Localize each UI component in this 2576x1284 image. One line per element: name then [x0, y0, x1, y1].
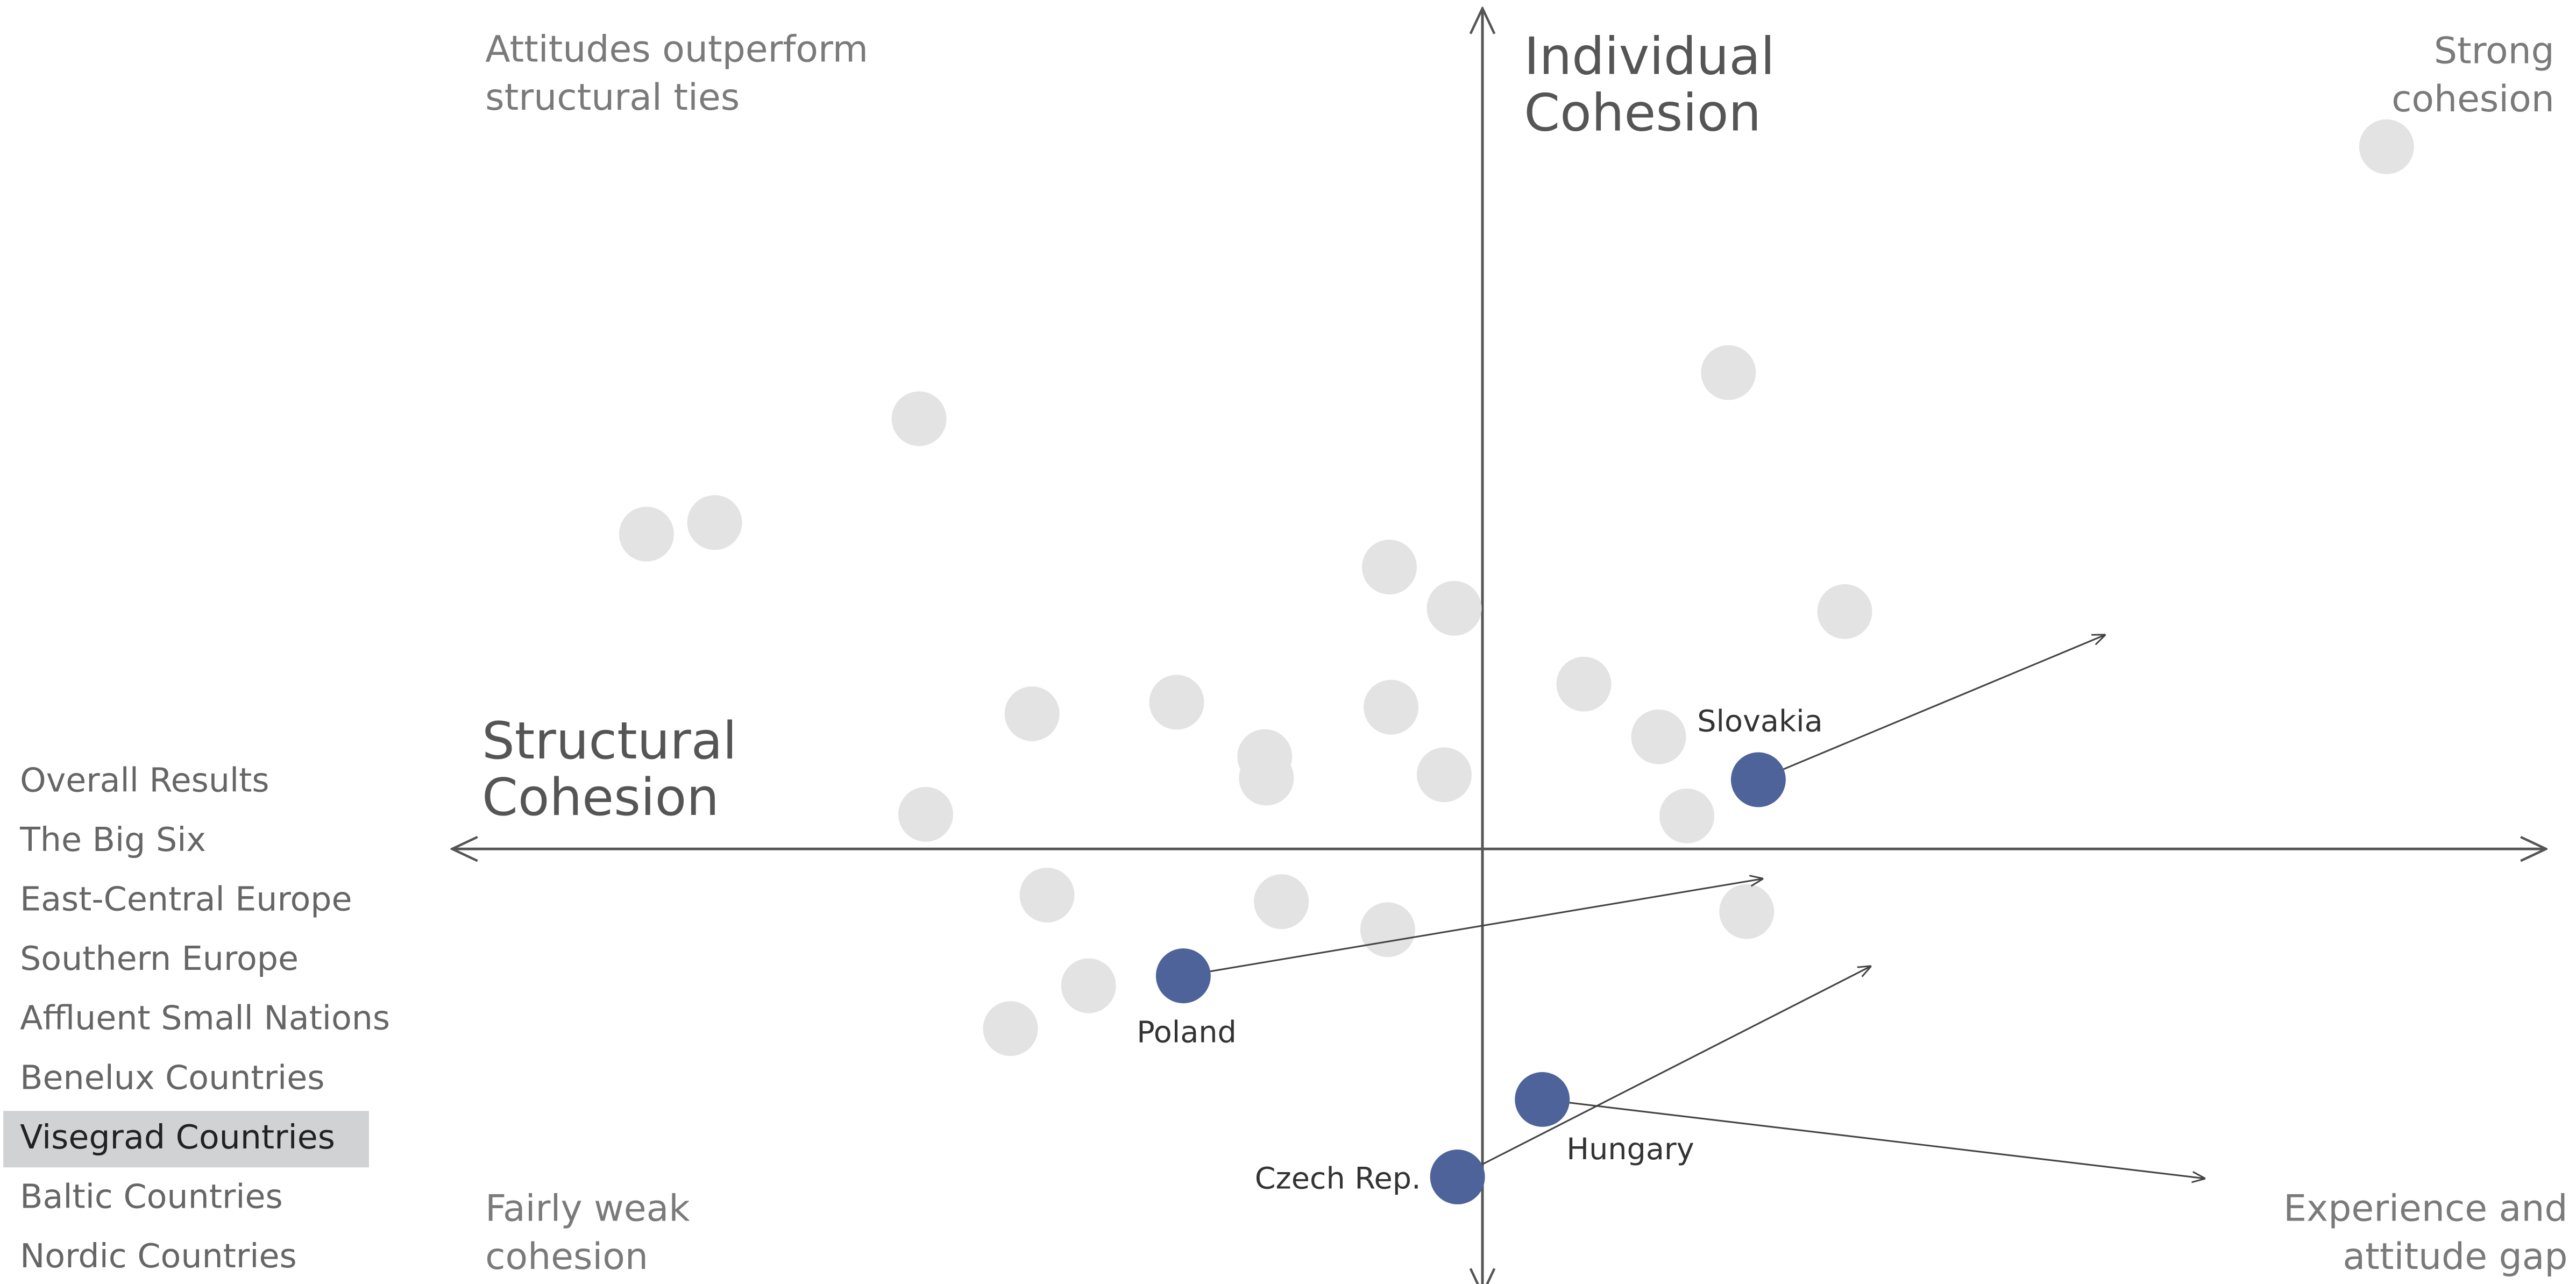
country-point: [1364, 679, 1419, 735]
trend-arrow: [1758, 635, 2106, 781]
country-point: [1427, 580, 1482, 636]
country-point: [1360, 902, 1415, 957]
menu-item[interactable]: Affluent Small Nations: [20, 999, 390, 1038]
country-point: [619, 506, 674, 562]
country-point: [1239, 750, 1294, 806]
country-point: [891, 391, 947, 446]
quadrant-label: Experience and: [2283, 1188, 2567, 1230]
country-point[interactable]: [1155, 948, 1211, 1004]
point-label: Czech Rep.: [1255, 1161, 1421, 1196]
country-point: [1631, 709, 1686, 764]
country-point: [1817, 584, 1872, 639]
country-point: [898, 786, 953, 842]
menu-item[interactable]: Southern Europe: [20, 939, 299, 978]
point-label: Hungary: [1566, 1132, 1694, 1167]
country-point[interactable]: [1430, 1150, 1485, 1204]
country-point: [1004, 686, 1060, 741]
country-point: [1556, 656, 1612, 712]
menu-selected-bg: [3, 1111, 369, 1168]
menu-item[interactable]: Benelux Countries: [20, 1058, 324, 1097]
quadrant-label: attitude gap: [2343, 1236, 2568, 1278]
country-point: [1416, 747, 1472, 803]
country-point: [1719, 884, 1775, 939]
quadrant-label: Strong: [2434, 30, 2554, 72]
menu-item[interactable]: Overall Results: [20, 761, 269, 800]
quadrant-label: structural ties: [485, 76, 740, 119]
country-point: [983, 1001, 1038, 1056]
quadrant-label: Attitudes outperform: [485, 28, 868, 70]
country-point: [1659, 788, 1715, 843]
country-point[interactable]: [1730, 752, 1786, 807]
country-point: [2359, 119, 2414, 174]
country-point: [687, 495, 742, 550]
country-point[interactable]: [1515, 1072, 1570, 1127]
country-point: [1701, 345, 1756, 400]
y-axis-title: Individual: [1524, 26, 1775, 87]
country-point: [1019, 868, 1075, 923]
x-axis-title: Structural: [482, 711, 737, 771]
quadrant-label: Fairly weak: [485, 1188, 690, 1230]
trend-arrow: [1457, 966, 1871, 1178]
menu-item[interactable]: Nordic Countries: [20, 1237, 297, 1275]
point-label: Poland: [1137, 1015, 1237, 1049]
menu-item[interactable]: Visegrad Countries: [20, 1118, 335, 1157]
menu-item[interactable]: The Big Six: [19, 820, 206, 859]
menu: Overall Results The Big Six East-Central E…: [3, 761, 390, 1275]
trend-arrow: [1183, 878, 1763, 977]
quadrant-label: cohesion: [2392, 78, 2554, 120]
point-label: Slovakia: [1697, 704, 1822, 739]
x-axis-title: Cohesion: [482, 767, 719, 827]
country-point: [1061, 958, 1116, 1013]
quadrant-label: cohesion: [485, 1236, 648, 1278]
plot: Attitudes outperform structural ties Stron…: [452, 8, 2568, 1284]
country-point: [1361, 540, 1417, 595]
menu-item[interactable]: East-Central Europe: [20, 880, 352, 919]
trend-arrow: [1542, 1098, 2205, 1179]
y-axis-title: Cohesion: [1524, 83, 1761, 143]
country-point: [1149, 675, 1204, 730]
country-point: [1254, 874, 1309, 930]
menu-item[interactable]: Baltic Countries: [20, 1177, 283, 1216]
